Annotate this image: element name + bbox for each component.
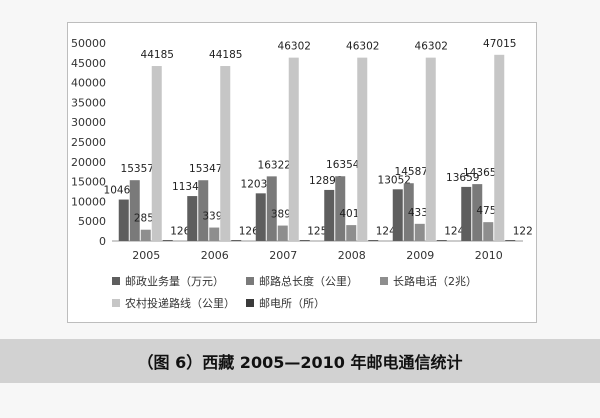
y-tick-label: 20000 xyxy=(71,156,106,169)
bar-1-2008 xyxy=(324,189,335,241)
bar-2-2010 xyxy=(472,184,483,241)
data-label: 15347 xyxy=(189,163,222,175)
bar-4-2007 xyxy=(288,57,299,242)
data-label: 124 xyxy=(376,226,396,238)
legend-item: 农村投递路线（公里） xyxy=(112,296,235,310)
y-tick-label: 35000 xyxy=(71,96,106,109)
bar-3-2005 xyxy=(140,229,151,241)
data-label: 126 xyxy=(170,226,190,238)
figure-caption: （图 6）西藏 2005—2010 年邮电通信统计 xyxy=(137,353,463,372)
bar-4-2006 xyxy=(220,66,231,241)
data-label: 126 xyxy=(239,226,259,238)
legend-item: 邮政业务量（万元） xyxy=(112,274,224,288)
bar-5-2005 xyxy=(162,240,173,241)
bar-1-2005 xyxy=(118,199,129,241)
data-label: 46302 xyxy=(415,41,448,53)
bar-4-2010 xyxy=(494,54,505,241)
legend-label: 邮政业务量（万元） xyxy=(125,274,224,288)
bar-5-2010 xyxy=(505,240,516,241)
legend-label: 邮电所（所） xyxy=(259,297,325,310)
legend-label: 长路电话（2兆） xyxy=(393,275,477,288)
y-tick-label: 50000 xyxy=(71,37,106,50)
data-label: 47015 xyxy=(483,38,516,50)
bar-4-2009 xyxy=(425,57,436,242)
data-label: 16322 xyxy=(258,159,291,171)
bar-4-2008 xyxy=(357,57,368,242)
legend-item: 邮路总长度（公里） xyxy=(246,274,358,288)
data-label: 10466 xyxy=(104,185,138,197)
legend-swatch xyxy=(246,277,254,285)
data-label: 125 xyxy=(307,226,327,238)
data-label: 44185 xyxy=(209,49,242,61)
legend-item: 长路电话（2兆） xyxy=(380,275,477,288)
bar-3-2006 xyxy=(209,227,220,241)
data-label: 13052 xyxy=(378,174,411,186)
bar-4-2005 xyxy=(151,66,162,241)
y-tick-label: 5000 xyxy=(78,215,106,228)
bar-2-2007 xyxy=(266,176,277,241)
x-tick-label: 2006 xyxy=(201,249,229,262)
data-label: 11346 xyxy=(172,181,206,193)
legend-label: 农村投递路线（公里） xyxy=(125,296,235,310)
bar-5-2009 xyxy=(436,240,447,241)
bar-3-2010 xyxy=(483,222,494,241)
bar-1-2010 xyxy=(461,186,472,241)
data-label: 13659 xyxy=(446,172,479,184)
legend-item: 邮电所（所） xyxy=(246,297,325,310)
bar-2-2005 xyxy=(129,180,140,241)
data-label: 12036 xyxy=(241,178,275,190)
bar-1-2007 xyxy=(255,193,266,241)
data-label: 124 xyxy=(444,226,464,238)
chart-card: 0 5000 10000 15000 20000 25000 30000 35000 40000… xyxy=(67,22,537,323)
x-tick-label: 2009 xyxy=(406,249,434,262)
bar-1-2006 xyxy=(187,196,198,241)
y-tick-label: 30000 xyxy=(71,116,106,129)
data-label: 14587 xyxy=(395,166,428,178)
bar-2-2008 xyxy=(335,176,346,241)
legend-swatch xyxy=(112,277,120,285)
data-label: 46302 xyxy=(346,41,379,53)
legend-swatch xyxy=(112,299,120,307)
bar-chart: 0 5000 10000 15000 20000 25000 30000 35000 40000… xyxy=(71,37,533,310)
y-tick-label: 40000 xyxy=(71,77,106,90)
y-tick-label: 15000 xyxy=(71,176,106,189)
bar-3-2007 xyxy=(277,225,288,241)
x-tick-label: 2005 xyxy=(132,249,160,262)
data-label: 46302 xyxy=(278,41,311,53)
data-label: 122 xyxy=(513,226,533,238)
bar-5-2008 xyxy=(368,240,379,241)
bar-2-2006 xyxy=(198,180,209,241)
bar-3-2008 xyxy=(346,225,357,241)
x-tick-label: 2010 xyxy=(475,249,503,262)
data-label: 44185 xyxy=(141,49,174,61)
data-label: 14365 xyxy=(463,167,496,179)
x-tick-label: 2007 xyxy=(269,249,297,262)
figure-caption-bar: （图 6）西藏 2005—2010 年邮电通信统计 xyxy=(0,339,600,383)
legend-swatch xyxy=(246,299,254,307)
data-label: 16354 xyxy=(326,159,360,171)
bar-3-2009 xyxy=(414,223,425,241)
data-label: 15357 xyxy=(121,163,154,175)
y-tick-label: 25000 xyxy=(71,136,106,149)
bar-5-2007 xyxy=(299,240,310,241)
data-label: 12896 xyxy=(309,175,343,187)
y-tick-label: 45000 xyxy=(71,57,106,70)
y-tick-label: 0 xyxy=(99,235,106,248)
bar-5-2006 xyxy=(231,240,242,241)
x-tick-label: 2008 xyxy=(338,249,366,262)
bar-1-2009 xyxy=(392,189,403,241)
y-tick-label: 10000 xyxy=(71,195,106,208)
legend-swatch xyxy=(380,277,388,285)
bar-2-2009 xyxy=(403,183,414,241)
legend-label: 邮路总长度（公里） xyxy=(259,274,358,288)
